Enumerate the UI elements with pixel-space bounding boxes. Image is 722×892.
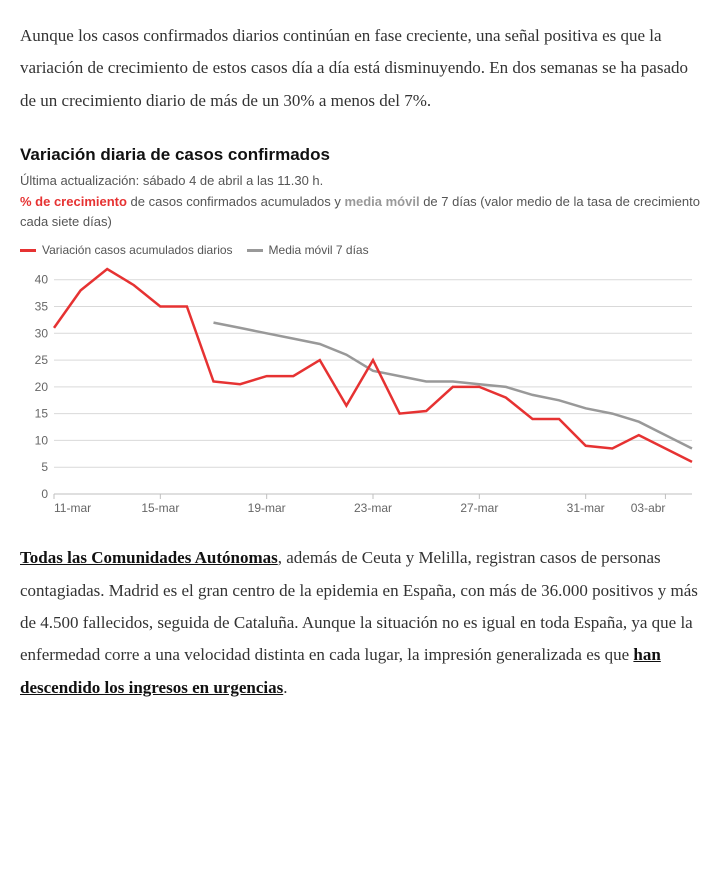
- footer-paragraph: Todas las Comunidades Autónomas, además …: [20, 542, 702, 703]
- chart-subtitle-2: % de crecimiento de casos confirmados ac…: [20, 192, 702, 231]
- legend-swatch-ma7: [247, 249, 263, 252]
- svg-text:15: 15: [35, 407, 49, 421]
- legend-item-daily: Variación casos acumulados diarios: [20, 243, 233, 257]
- chart-block: Variación diaria de casos confirmados Úl…: [20, 145, 702, 519]
- svg-text:11-mar: 11-mar: [54, 501, 91, 515]
- chart-title: Variación diaria de casos confirmados: [20, 145, 702, 165]
- legend-label-ma7: Media móvil 7 días: [269, 243, 369, 257]
- svg-text:30: 30: [35, 327, 49, 341]
- svg-text:19-mar: 19-mar: [248, 501, 286, 515]
- svg-text:03-abr: 03-abr: [631, 501, 666, 515]
- chart-sub-highlight-red: % de crecimiento: [20, 194, 127, 209]
- chart-sub-highlight-grey: media móvil: [344, 194, 419, 209]
- svg-text:5: 5: [41, 461, 48, 475]
- svg-text:0: 0: [41, 487, 48, 501]
- chart-subtitle-1: Última actualización: sábado 4 de abril …: [20, 171, 702, 191]
- svg-text:20: 20: [35, 380, 49, 394]
- svg-text:31-mar: 31-mar: [567, 501, 605, 515]
- chart-canvas-wrap: 0 5 10 15 20 25 30 35 40 11-mar 15-mar 19-mar 23-mar…: [20, 263, 702, 518]
- chart-sub-mid: de casos confirmados acumulados y: [127, 194, 345, 209]
- svg-text:27-mar: 27-mar: [460, 501, 498, 515]
- legend-label-daily: Variación casos acumulados diarios: [42, 243, 233, 257]
- intro-paragraph: Aunque los casos confirmados diarios con…: [20, 20, 702, 117]
- svg-text:35: 35: [35, 300, 49, 314]
- link-comunidades[interactable]: Todas las Comunidades Autónomas: [20, 548, 278, 567]
- svg-text:10: 10: [35, 434, 49, 448]
- svg-text:40: 40: [35, 273, 49, 287]
- footer-end: .: [283, 678, 287, 697]
- svg-text:15-mar: 15-mar: [141, 501, 179, 515]
- svg-text:25: 25: [35, 353, 49, 367]
- chart-svg: 0 5 10 15 20 25 30 35 40 11-mar 15-mar 19-mar 23-mar…: [20, 263, 702, 518]
- svg-text:23-mar: 23-mar: [354, 501, 392, 515]
- legend-item-ma7: Media móvil 7 días: [247, 243, 369, 257]
- legend-swatch-daily: [20, 249, 36, 252]
- chart-legend: Variación casos acumulados diarios Media…: [20, 243, 702, 257]
